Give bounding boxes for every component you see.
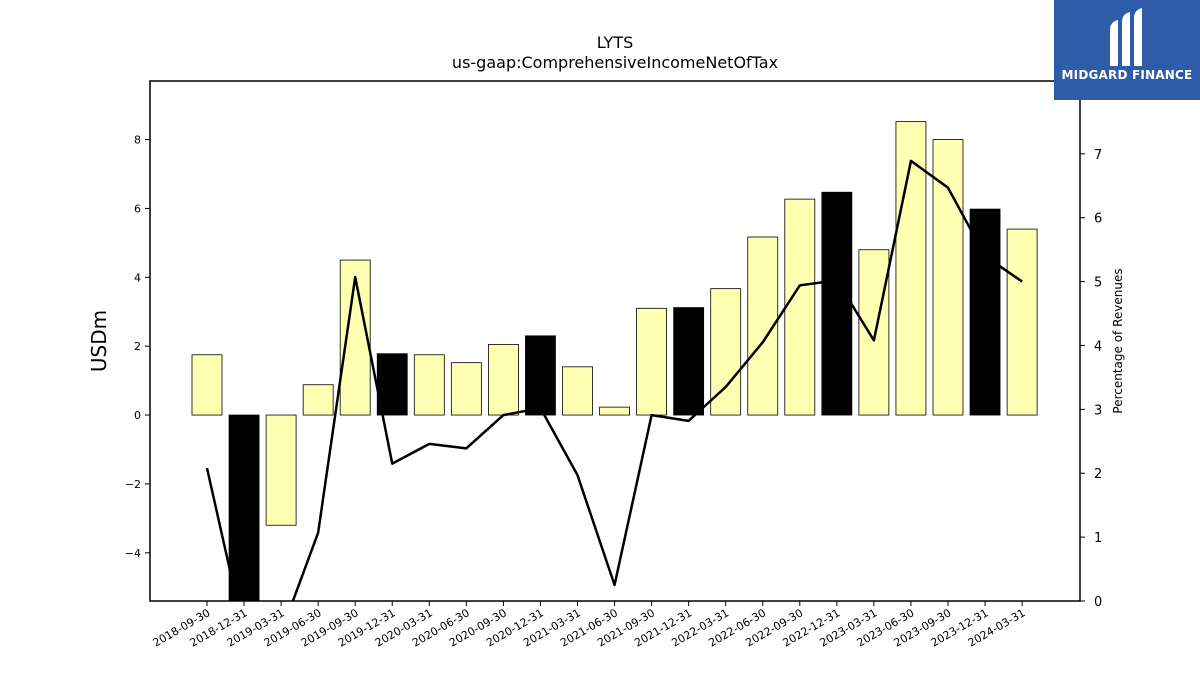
bar-2018-12-31 — [228, 414, 260, 601]
bar-2019-03-31 — [265, 414, 297, 526]
revenue-pct-line — [205, 159, 1023, 601]
x-axis: 2018-09-302018-12-312019-03-312019-06-30… — [151, 601, 1028, 650]
bar-group — [191, 121, 1038, 601]
bar-2019-06-30 — [302, 384, 334, 416]
y-right-tick-label: 6 — [1094, 212, 1102, 227]
bar-2023-09-30 — [932, 139, 964, 416]
line-group — [205, 159, 1023, 601]
bar-2023-06-30 — [895, 121, 927, 416]
y-left-tick-label: 8 — [134, 134, 141, 147]
bar-2019-12-31 — [376, 353, 408, 416]
y-left-tick-label: −2 — [125, 478, 141, 491]
logo-mark-icon — [1110, 8, 1142, 66]
y-right-tick-label: 3 — [1094, 403, 1102, 418]
y-right-tick-label: 1 — [1094, 531, 1102, 546]
y-left-tick-label: 2 — [134, 340, 141, 353]
y-right-tick-label: 0 — [1094, 595, 1102, 610]
y-right-tick-label: 2 — [1094, 467, 1102, 482]
y-axis-left: −4 −2 0 2 4 6 8 — [125, 134, 150, 560]
y-left-tick-label: 4 — [134, 271, 141, 284]
y-right-tick-label: 4 — [1094, 339, 1102, 354]
y-right-tick-label: 7 — [1094, 148, 1102, 163]
y-axis-right-label: Percentage of Revenues — [1111, 268, 1125, 413]
chart-subtitle: us-gaap:ComprehensiveIncomeNetOfTax — [452, 53, 778, 72]
chart-title: LYTS — [597, 33, 634, 52]
logo-text: MIDGARD FINANCE — [1061, 68, 1193, 82]
y-left-tick-label: −4 — [125, 547, 141, 560]
bar-2021-09-30 — [636, 307, 667, 416]
y-left-tick-label: 6 — [134, 202, 141, 215]
y-left-tick-label: 0 — [134, 409, 141, 422]
bar-2021-12-31 — [673, 307, 705, 416]
bar-2024-03-31 — [1006, 228, 1038, 416]
brand-logo: MIDGARD FINANCE — [1054, 0, 1200, 100]
bar-2020-09-30 — [487, 344, 519, 416]
bar-2023-03-31 — [858, 249, 890, 416]
bar-2020-12-31 — [525, 335, 556, 416]
bar-2021-03-31 — [562, 366, 593, 416]
bar-2022-12-31 — [821, 191, 853, 416]
bar-2021-06-30 — [599, 406, 630, 416]
bar-2022-03-31 — [710, 288, 742, 416]
bar-2023-12-31 — [969, 208, 1001, 416]
y-axis-right: 0 1 2 3 4 5 6 7 — [1080, 148, 1102, 610]
y-axis-left-label: USDm — [87, 310, 111, 372]
bar-2018-09-30 — [191, 354, 223, 416]
bar-2022-09-30 — [784, 198, 816, 416]
bar-2020-03-31 — [413, 354, 445, 416]
bar-2020-06-30 — [450, 362, 482, 416]
y-right-tick-label: 5 — [1094, 276, 1102, 291]
